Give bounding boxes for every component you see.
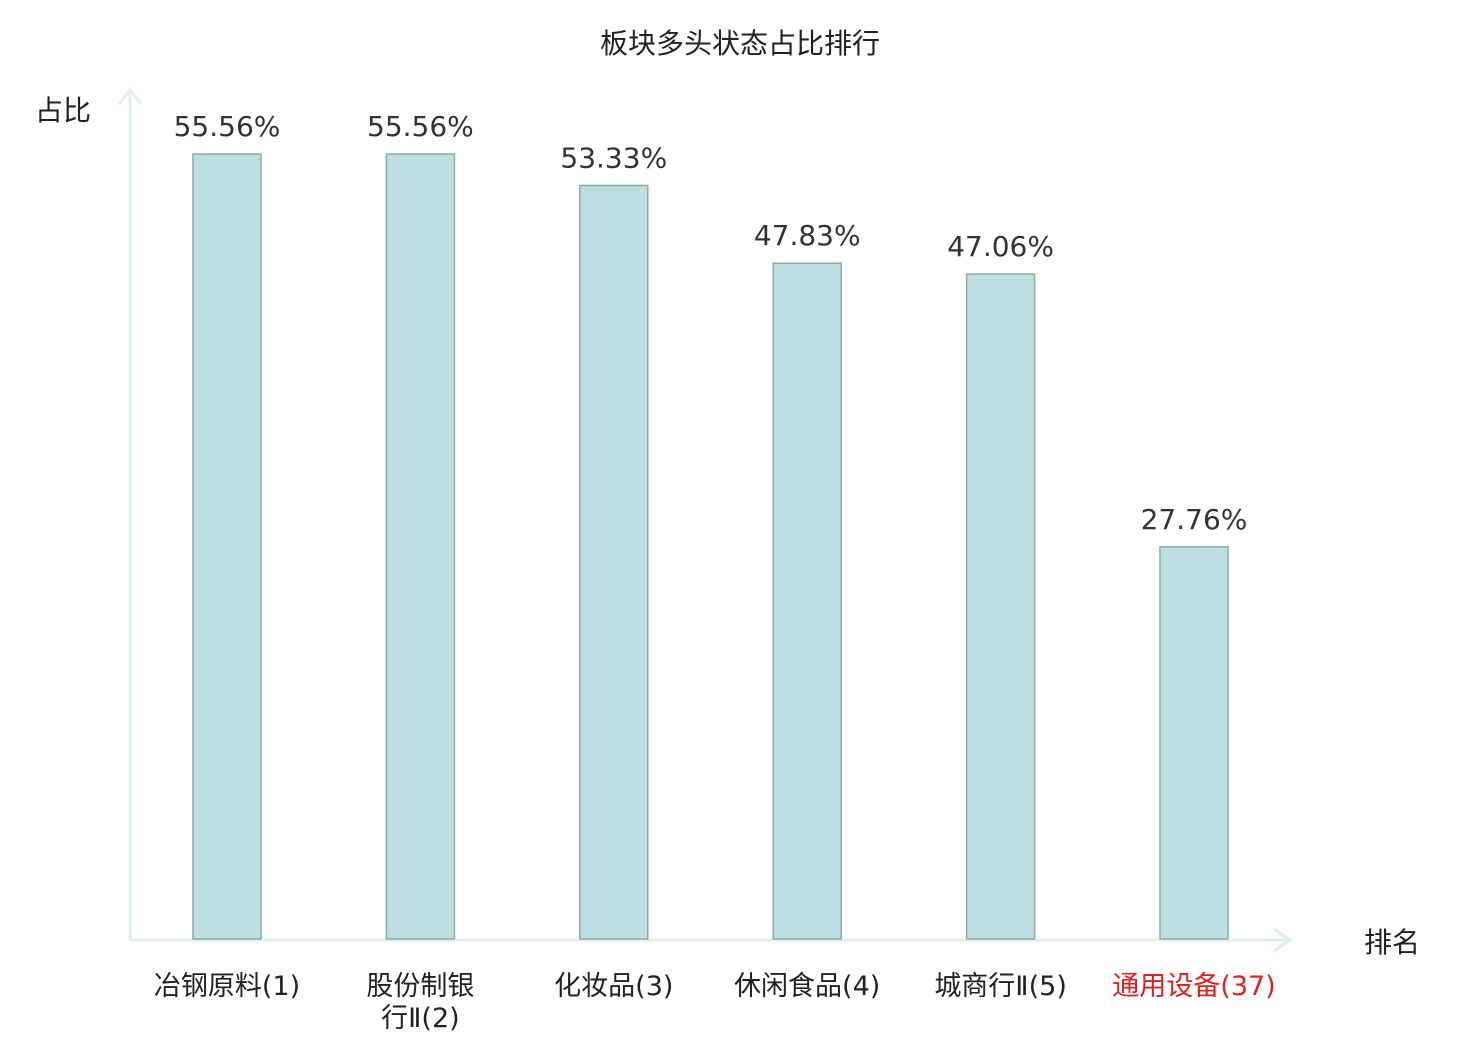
bar-3 <box>579 184 649 940</box>
value-labels-group: 55.56% 55.56% 53.33% 47.83% 47.06% 27.76% <box>174 110 1248 536</box>
category-label-5: 城商行Ⅱ(5) <box>934 971 1067 1002</box>
bar-4 <box>772 262 842 940</box>
bar-2 <box>385 153 456 940</box>
value-label-4: 47.83% <box>754 219 861 252</box>
category-label-2-line-2: 行Ⅱ(2) <box>381 1003 460 1034</box>
category-label-1: 冶钢原料(1) <box>154 971 300 1002</box>
y-axis-arrowhead <box>117 87 143 105</box>
y-axis-label: 占比 <box>35 94 91 127</box>
chart-title: 板块多头状态占比排行 <box>600 27 880 60</box>
value-label-6: 27.76% <box>1141 503 1248 536</box>
axes-group <box>117 87 1293 953</box>
x-axis-label: 排名 <box>1364 926 1420 959</box>
x-axis-arrowhead <box>1273 927 1293 953</box>
bar-5 <box>965 273 1036 940</box>
value-label-2: 55.56% <box>367 110 474 143</box>
category-label-4: 休闲食品(4) <box>734 971 880 1002</box>
category-label-2-line-1: 股份制银 <box>366 971 474 1002</box>
bars-group <box>192 153 1229 940</box>
category-label-6: 通用设备(37) <box>1112 971 1275 1002</box>
category-label-3: 化妆品(3) <box>554 971 673 1002</box>
value-label-3: 53.33% <box>560 142 667 175</box>
value-label-1: 55.56% <box>174 110 281 143</box>
bar-6 <box>1159 546 1229 940</box>
bar-1 <box>192 153 262 940</box>
value-label-5: 47.06% <box>947 230 1054 263</box>
